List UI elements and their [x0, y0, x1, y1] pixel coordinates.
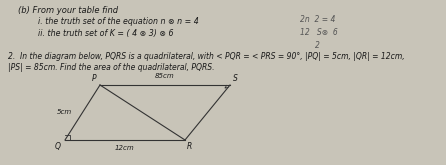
Text: i. the truth set of the equation n ⊗ n = 4: i. the truth set of the equation n ⊗ n =…	[38, 17, 199, 26]
Text: ii. the truth set of K = ( 4 ⊗ 3) ⊗ 6: ii. the truth set of K = ( 4 ⊗ 3) ⊗ 6	[38, 29, 173, 38]
Text: 2.  In the diagram below, PQRS is a quadrilateral, with < PQR = < PRS = 90°, |PQ: 2. In the diagram below, PQRS is a quadr…	[8, 52, 405, 61]
Text: 12   S⊗  6: 12 S⊗ 6	[300, 28, 338, 37]
Text: 2n  2 = 4: 2n 2 = 4	[300, 15, 335, 24]
Text: 2: 2	[315, 41, 320, 50]
Text: 5cm: 5cm	[57, 110, 73, 115]
Text: P: P	[91, 74, 96, 83]
Text: |PS| = 85cm. Find the area of the quadrilateral, PQRS.: |PS| = 85cm. Find the area of the quadri…	[8, 63, 215, 72]
Text: 12cm: 12cm	[115, 145, 135, 151]
Text: 85cm: 85cm	[155, 73, 175, 79]
Text: R: R	[187, 142, 192, 151]
Text: (b) From your table find: (b) From your table find	[18, 6, 118, 15]
Text: S: S	[233, 74, 238, 83]
Text: Q: Q	[55, 142, 61, 151]
